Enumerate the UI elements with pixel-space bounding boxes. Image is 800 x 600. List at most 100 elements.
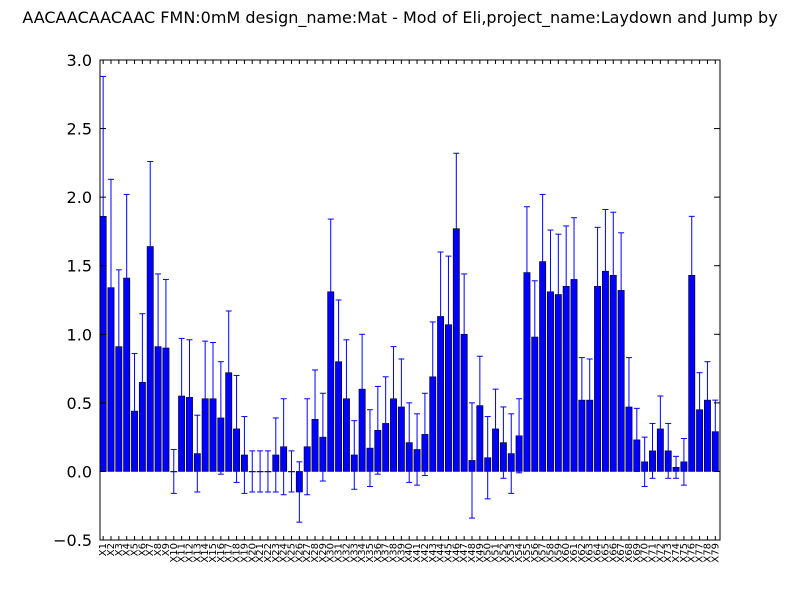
- error-bar-X38: [390, 346, 397, 452]
- error-bar-X60: [563, 225, 570, 348]
- error-bar-X20: [249, 450, 256, 493]
- x-tick-label-X46: X46: [451, 543, 462, 563]
- error-bar-X48: [469, 402, 475, 519]
- error-bar-X49: [476, 355, 483, 456]
- x-tick-label-X74: X74: [671, 543, 682, 563]
- error-bar-X26: [296, 461, 303, 523]
- x-tick-label-X53: X53: [506, 543, 517, 563]
- x-tick-label-X52: X52: [498, 543, 509, 563]
- x-tick-label-X44: X44: [436, 543, 447, 563]
- x-tick-label-X2: X2: [106, 543, 117, 556]
- x-tick-label-X16: X16: [216, 543, 227, 563]
- error-bar-X13: [194, 414, 201, 493]
- x-tick-label-X70: X70: [640, 543, 651, 563]
- error-bar-X66: [610, 211, 617, 339]
- error-bar-X21: [257, 450, 264, 493]
- error-bar-X67: [618, 232, 625, 349]
- x-tick-label-X29: X29: [318, 543, 329, 563]
- x-tick-label-X54: X54: [514, 543, 525, 563]
- x-tick-label-X62: X62: [577, 543, 588, 563]
- error-bar-X23: [272, 417, 279, 493]
- error-bar-X78: [704, 361, 711, 440]
- error-bar-X63: [586, 358, 593, 442]
- y-tick-label-6: 2.5: [67, 120, 92, 139]
- error-bar-X77: [696, 372, 703, 448]
- x-tick-label-X57: X57: [538, 543, 549, 563]
- x-tick-label-X45: X45: [443, 543, 454, 563]
- error-bar-X22: [264, 450, 271, 493]
- x-tick-label-X13: X13: [192, 543, 203, 563]
- error-bar-X56: [531, 280, 538, 394]
- error-bar-X57: [539, 193, 546, 330]
- error-bar-X9: [162, 278, 169, 418]
- x-tick-label-X58: X58: [545, 543, 556, 563]
- x-tick-label-X5: X5: [130, 543, 141, 556]
- error-bar-X70: [641, 436, 648, 488]
- error-bars-layer: [100, 75, 719, 523]
- x-tick-label-X59: X59: [553, 543, 564, 563]
- error-bar-X31: [335, 299, 342, 424]
- y-tick-label-7: 3.0: [67, 51, 92, 70]
- error-bar-X79: [712, 399, 719, 464]
- error-bar-X52: [500, 406, 507, 479]
- x-tick-label-X6: X6: [137, 543, 148, 556]
- error-bar-X4: [123, 193, 130, 363]
- error-bar-X41: [414, 413, 421, 486]
- x-tick-label-X73: X73: [663, 543, 674, 563]
- axes-layer: [99, 59, 721, 541]
- x-tick-label-X65: X65: [600, 543, 611, 563]
- error-bar-X69: [633, 407, 640, 472]
- error-bar-X40: [406, 402, 413, 483]
- x-tick-label-X69: X69: [632, 543, 643, 563]
- x-tick-label-X63: X63: [585, 543, 596, 563]
- y-tick-label-3: 1.0: [67, 325, 92, 344]
- x-tick-label-X68: X68: [624, 543, 635, 563]
- x-tick-label-X47: X47: [459, 543, 470, 563]
- x-tick-label-X43: X43: [428, 543, 439, 563]
- error-bar-X37: [382, 376, 389, 471]
- x-tick-label-X75: X75: [679, 543, 690, 563]
- error-bar-X59: [555, 233, 562, 356]
- error-bar-X12: [186, 339, 193, 456]
- x-tick-label-X61: X61: [569, 543, 580, 563]
- x-tick-label-X20: X20: [247, 543, 258, 563]
- error-bar-X65: [602, 208, 609, 334]
- x-tick-label-X48: X48: [467, 543, 478, 563]
- x-tick-label-X40: X40: [404, 543, 415, 563]
- x-tick-label-X55: X55: [522, 543, 533, 563]
- y-tick-label-5: 2.0: [67, 188, 92, 207]
- error-bar-X34: [359, 333, 366, 445]
- x-tick-label-X8: X8: [153, 543, 164, 556]
- x-tick-label-X31: X31: [334, 543, 345, 563]
- error-bar-X44: [437, 251, 444, 382]
- x-tick-label-X78: X78: [702, 543, 713, 563]
- x-tick-label-X50: X50: [483, 543, 494, 563]
- error-bar-X43: [429, 321, 436, 433]
- error-bar-X2: [107, 178, 114, 397]
- error-bar-X5: [131, 352, 138, 470]
- error-bar-X1: [100, 75, 107, 357]
- x-tick-label-X19: X19: [239, 543, 250, 563]
- error-bar-X53: [508, 413, 515, 494]
- x-tick-label-X51: X51: [491, 543, 502, 563]
- x-tick-label-X64: X64: [593, 543, 604, 563]
- error-bar-X75: [680, 438, 687, 486]
- y-tick-label-4: 1.5: [67, 257, 92, 276]
- error-bar-X33: [351, 420, 358, 490]
- x-tick-label-X22: X22: [263, 543, 274, 563]
- error-bar-X32: [343, 339, 350, 459]
- error-bar-X30: [327, 218, 334, 365]
- error-bar-X62: [578, 357, 585, 444]
- error-bar-X3: [115, 269, 122, 424]
- x-tick-label-X25: X25: [286, 543, 297, 563]
- error-bar-X72: [657, 395, 664, 463]
- x-tick-label-X21: X21: [255, 543, 266, 563]
- error-bar-X8: [155, 273, 162, 420]
- error-bar-X51: [492, 388, 499, 470]
- error-bar-X15: [210, 342, 217, 456]
- x-tick-label-X15: X15: [208, 543, 219, 563]
- x-tick-label-X12: X12: [184, 543, 195, 563]
- error-bar-X18: [233, 374, 240, 483]
- x-tick-label-X66: X66: [608, 543, 619, 563]
